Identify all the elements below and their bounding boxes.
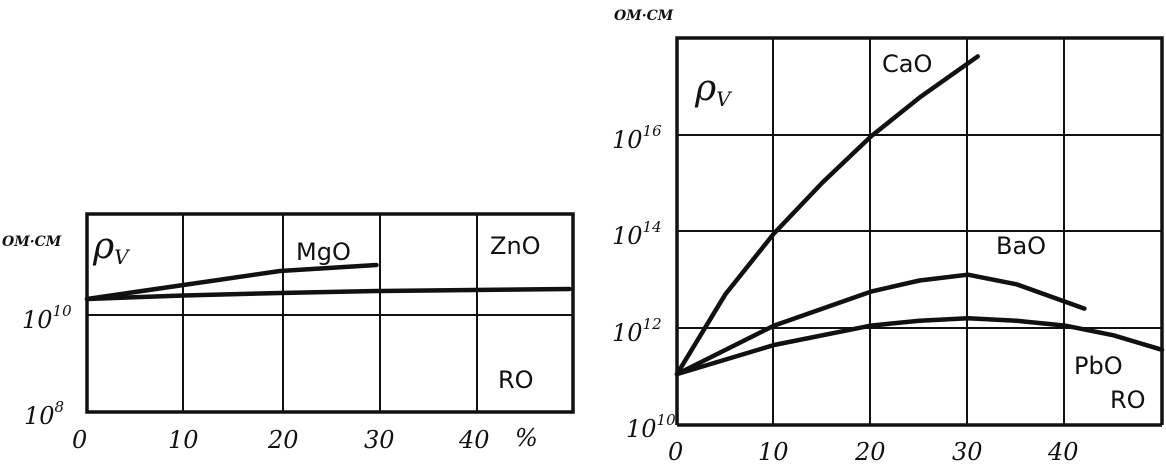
left-ytick-1e8: 108 — [24, 398, 64, 430]
left-rho-symbol: ρV — [92, 226, 131, 269]
left-xtick-40: 40 — [458, 426, 490, 454]
series-line-pbo — [674, 316, 1165, 377]
right-xtick-30: 30 — [952, 438, 983, 466]
left-xtick-10: 10 — [168, 426, 199, 454]
series-line-mgo — [84, 262, 379, 302]
right-xtick-0: 0 — [668, 438, 683, 466]
left-xtick-20: 20 — [267, 426, 299, 454]
label-cao: CaO — [882, 50, 932, 78]
right-xtick-40: 40 — [1047, 438, 1079, 466]
left-ytick-1e10: 1010 — [22, 302, 72, 334]
right-ytick-1e16: 1016 — [612, 122, 662, 154]
right-xtick-20: 20 — [854, 438, 886, 466]
left-grid — [87, 214, 573, 412]
right-ytick-1e12: 1012 — [612, 315, 662, 347]
right-rho-symbol: ρV — [694, 68, 733, 111]
label-zno: ZnO — [490, 232, 541, 260]
label-bao: BaO — [996, 232, 1046, 260]
right-y-unit: ОМ·СМ — [614, 8, 674, 24]
left-plot-frame — [85, 212, 575, 414]
series-line-zno — [84, 286, 572, 302]
series-line-cao — [674, 54, 980, 377]
left-x-unit: % — [515, 424, 538, 452]
series-line-bao — [674, 272, 1087, 377]
label-ro-left: RO — [498, 366, 534, 394]
right-grid — [677, 38, 1162, 425]
right-ytick-1e14: 1014 — [612, 218, 662, 250]
label-mgo: MgO — [296, 238, 351, 266]
left-y-unit: ОМ·СМ — [2, 234, 62, 250]
right-ytick-1e10: 1010 — [626, 411, 676, 443]
left-xtick-30: 30 — [364, 426, 395, 454]
label-ro-right: RO — [1110, 386, 1146, 414]
left-chart: ОМ·СМ ρV MgO ZnO RO 1010 108 0 10 20 30 … — [2, 212, 575, 454]
right-chart: ОМ·СМ ρV CaO BaO PbO RO 1016 1014 1012 1… — [612, 8, 1165, 466]
right-xtick-10: 10 — [758, 438, 789, 466]
right-plot-frame — [675, 36, 1164, 425]
label-pbo: PbO — [1074, 352, 1123, 380]
left-xtick-0: 0 — [72, 426, 87, 454]
